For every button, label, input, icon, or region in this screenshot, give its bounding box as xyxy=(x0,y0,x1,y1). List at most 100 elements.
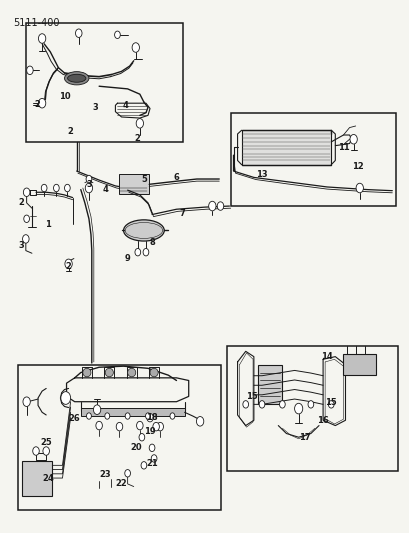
Circle shape xyxy=(115,31,120,38)
Text: 8: 8 xyxy=(149,238,155,247)
Circle shape xyxy=(86,413,91,419)
Text: 3: 3 xyxy=(18,241,24,250)
Bar xyxy=(118,174,149,195)
Circle shape xyxy=(132,43,139,52)
Text: 17: 17 xyxy=(298,433,310,442)
Text: 4: 4 xyxy=(122,101,128,110)
Bar xyxy=(231,113,396,206)
Text: 26: 26 xyxy=(69,414,80,423)
Circle shape xyxy=(86,175,92,183)
Circle shape xyxy=(23,397,30,407)
Circle shape xyxy=(85,183,92,193)
Text: 16: 16 xyxy=(317,416,328,425)
Ellipse shape xyxy=(83,368,91,377)
Ellipse shape xyxy=(67,74,85,82)
Bar xyxy=(257,365,282,405)
Text: 24: 24 xyxy=(42,474,54,483)
Text: 2: 2 xyxy=(65,262,71,271)
Ellipse shape xyxy=(127,368,135,377)
Circle shape xyxy=(96,421,102,430)
Text: 25: 25 xyxy=(40,438,52,447)
Circle shape xyxy=(242,401,248,408)
Circle shape xyxy=(307,401,313,408)
Text: 1: 1 xyxy=(45,220,51,229)
Bar xyxy=(18,365,221,511)
Circle shape xyxy=(116,422,122,431)
Circle shape xyxy=(145,413,150,419)
Circle shape xyxy=(135,248,140,256)
Circle shape xyxy=(157,422,163,431)
Text: 23: 23 xyxy=(99,470,111,479)
Circle shape xyxy=(217,202,223,211)
Circle shape xyxy=(143,248,148,256)
Text: 18: 18 xyxy=(146,413,157,422)
Text: 5: 5 xyxy=(141,174,146,183)
Bar xyxy=(22,461,52,496)
Circle shape xyxy=(196,417,203,426)
Text: 14: 14 xyxy=(321,352,332,361)
Circle shape xyxy=(43,447,49,455)
Circle shape xyxy=(24,215,29,222)
Circle shape xyxy=(54,184,59,192)
Circle shape xyxy=(170,413,175,419)
Text: 3: 3 xyxy=(86,180,92,189)
Circle shape xyxy=(279,401,285,408)
Text: 11: 11 xyxy=(337,143,348,152)
Text: 13: 13 xyxy=(256,170,267,179)
Circle shape xyxy=(93,405,101,415)
Circle shape xyxy=(294,403,302,414)
Text: 19: 19 xyxy=(144,427,155,437)
Circle shape xyxy=(38,99,46,108)
Text: 15: 15 xyxy=(325,398,336,407)
Text: 15: 15 xyxy=(245,392,257,401)
Circle shape xyxy=(61,392,70,405)
Circle shape xyxy=(349,134,356,144)
Text: 20: 20 xyxy=(130,443,141,453)
Circle shape xyxy=(27,66,33,75)
Ellipse shape xyxy=(123,220,164,241)
Text: 6: 6 xyxy=(173,173,179,182)
Text: 22: 22 xyxy=(115,479,127,488)
Circle shape xyxy=(141,462,146,469)
Bar xyxy=(343,354,375,375)
Bar xyxy=(81,408,184,416)
Text: 5111-400: 5111-400 xyxy=(13,18,60,28)
Circle shape xyxy=(328,401,333,408)
Circle shape xyxy=(41,184,47,192)
Text: 2: 2 xyxy=(34,100,40,109)
Circle shape xyxy=(208,201,216,211)
Circle shape xyxy=(136,421,143,430)
Text: 4: 4 xyxy=(102,185,108,194)
Text: 12: 12 xyxy=(351,163,363,171)
Circle shape xyxy=(64,184,70,192)
Circle shape xyxy=(149,444,155,451)
Bar xyxy=(26,22,182,142)
Circle shape xyxy=(124,470,130,477)
Circle shape xyxy=(139,433,144,441)
Circle shape xyxy=(125,413,130,419)
Text: 9: 9 xyxy=(124,254,130,263)
Ellipse shape xyxy=(64,71,89,85)
Circle shape xyxy=(33,447,39,455)
Circle shape xyxy=(258,401,264,408)
Circle shape xyxy=(151,455,157,462)
Circle shape xyxy=(23,188,30,197)
Circle shape xyxy=(105,413,110,419)
Text: 2: 2 xyxy=(67,127,73,136)
Text: 7: 7 xyxy=(179,209,185,218)
Ellipse shape xyxy=(105,368,113,377)
Bar xyxy=(227,346,398,471)
Text: 21: 21 xyxy=(146,459,157,469)
Circle shape xyxy=(38,34,46,43)
Text: 3: 3 xyxy=(92,103,98,112)
Text: 2: 2 xyxy=(135,134,140,143)
Circle shape xyxy=(75,29,82,37)
Circle shape xyxy=(65,259,72,269)
Bar xyxy=(241,130,330,165)
Circle shape xyxy=(22,235,29,243)
Circle shape xyxy=(146,414,153,422)
Ellipse shape xyxy=(150,368,158,377)
Circle shape xyxy=(136,118,143,128)
Text: 2: 2 xyxy=(18,198,24,207)
Text: 10: 10 xyxy=(58,92,70,101)
